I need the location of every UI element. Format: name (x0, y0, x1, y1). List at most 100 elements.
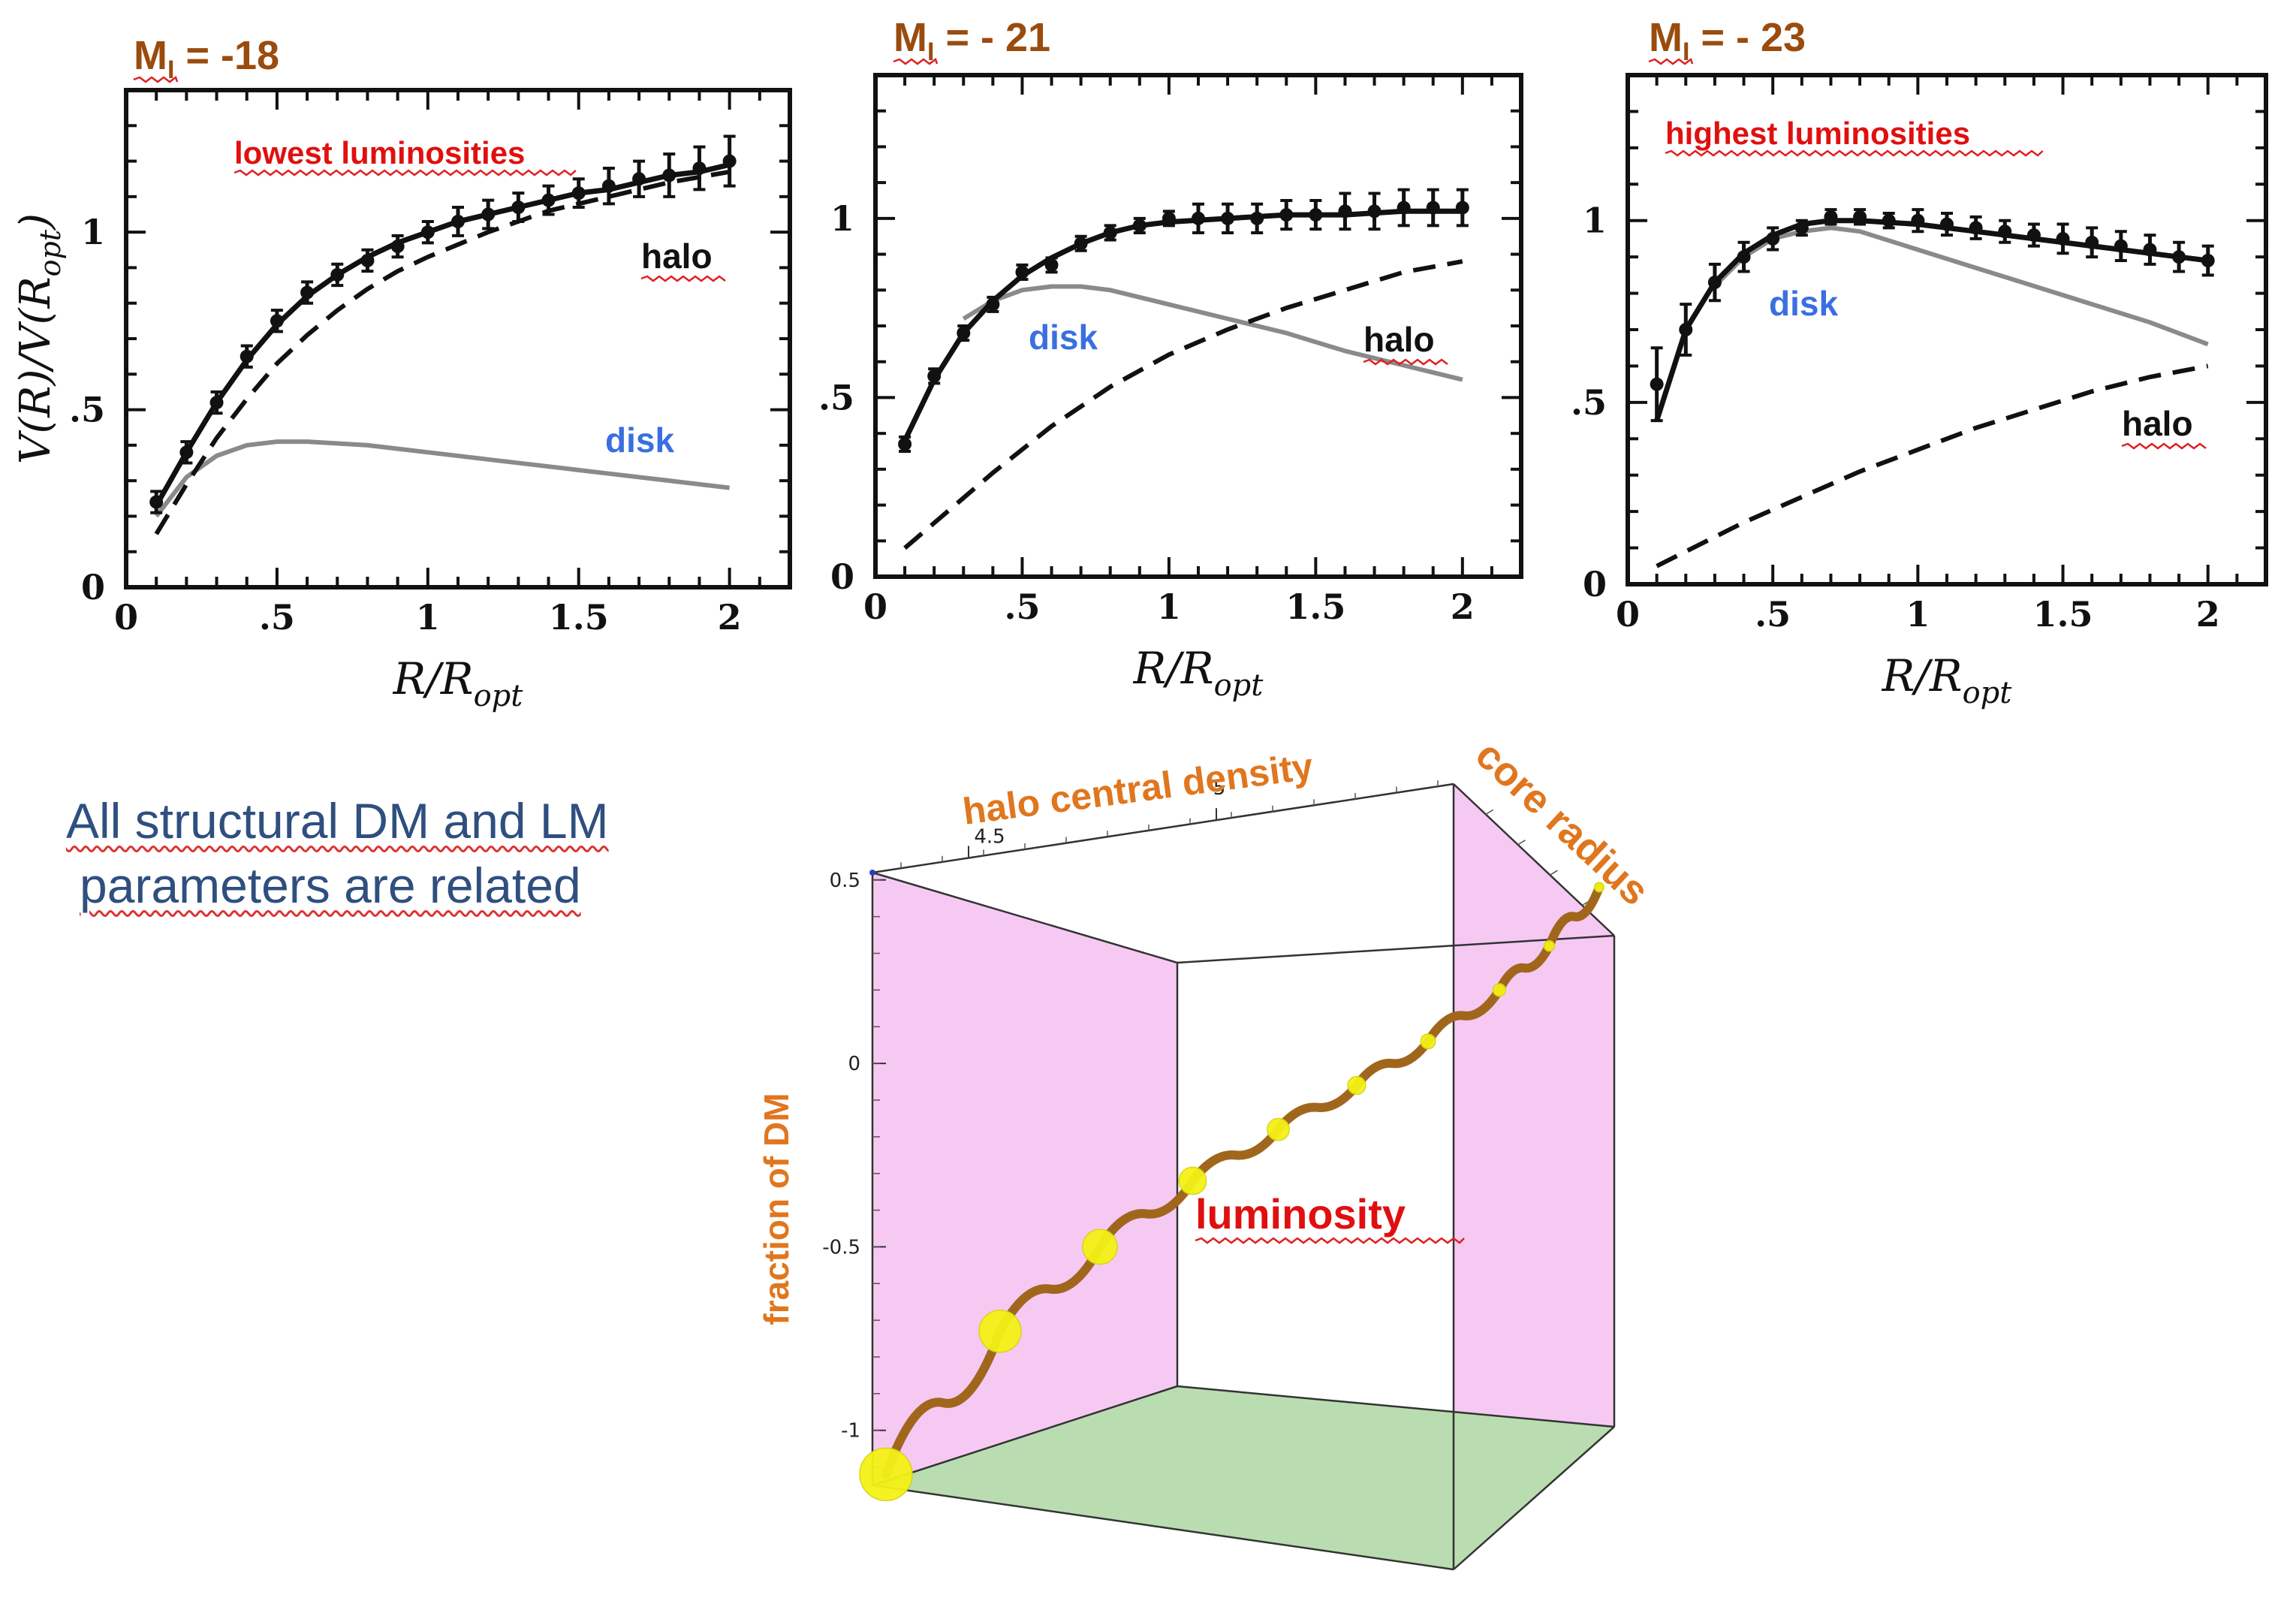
data-point (986, 297, 1000, 312)
back-left-wall (872, 873, 1177, 1485)
data-point (1707, 276, 1722, 290)
relation-note: All structural DM and LM parameters are … (66, 788, 742, 918)
data-point (1338, 204, 1352, 219)
luminosity-marker (1420, 1033, 1436, 1050)
data-point (481, 207, 496, 222)
data-point (1737, 250, 1751, 264)
x-tick-label: 2 (718, 597, 742, 638)
data-point (209, 396, 224, 410)
data-point (1998, 225, 2012, 239)
data-point (541, 193, 556, 207)
luminosity-label: luminosity (1195, 1190, 1406, 1238)
data-point (1455, 201, 1469, 215)
spell-underline (1665, 149, 2044, 157)
x-tick-label: 4.5 (974, 825, 1005, 848)
data-point (662, 168, 676, 182)
x-tick-label: 5 (1213, 777, 1226, 800)
data-point (2056, 231, 2070, 246)
data-point (1882, 213, 1896, 228)
x-tick-label: 0 (114, 597, 138, 638)
data-point (1103, 225, 1117, 240)
luminosity-marker (1543, 939, 1556, 952)
spell-underline (133, 75, 179, 83)
rotation-curve-panel-2: 0 .5 1 1.5 2 0 .5 1 R/Ropt MI = - 21 halo disk (818, 15, 1523, 703)
y-minor-tick (1517, 840, 1526, 846)
disk-label: disk (605, 421, 674, 460)
x-tick-label: 1 (1157, 586, 1181, 627)
x-tick-label: 0 (1616, 594, 1640, 635)
data-point (2114, 239, 2128, 253)
x-tick-label: 1.5 (549, 597, 609, 638)
x-tick-label: 1 (1906, 594, 1930, 635)
box-edge (1177, 1385, 1615, 1428)
panel-title: MI = - 23 (1649, 15, 1806, 66)
total-curve (1654, 218, 2209, 422)
data-point (1824, 210, 1838, 224)
data-point (240, 349, 254, 363)
halo-curve (154, 169, 731, 535)
y-tick-label: 0 (81, 567, 105, 608)
spell-underline (2121, 442, 2207, 450)
panel-title: MI = -18 (134, 33, 279, 84)
spell-underline (1363, 358, 1448, 366)
spell-underline (640, 275, 726, 282)
data-point (1015, 265, 1029, 279)
box-edge (872, 1385, 1178, 1487)
x-tick-label: 2 (2196, 594, 2220, 635)
spell-underline (1648, 57, 1694, 65)
disk-curve (962, 284, 1463, 382)
luminosity-marker (1347, 1075, 1366, 1096)
data-point (1911, 213, 1925, 228)
data-point (270, 314, 284, 328)
spell-underline (893, 57, 939, 65)
data-point (2172, 250, 2186, 264)
data-point (898, 437, 912, 451)
box-edge (872, 1484, 1454, 1571)
y-minor-tick (1485, 809, 1494, 816)
halo-label: halo (641, 237, 713, 276)
x-axis-label: R/Ropt (393, 653, 524, 713)
data-point (149, 495, 164, 509)
data-point (1367, 204, 1382, 219)
x-tick-label: 1 (416, 597, 440, 638)
data-point (2026, 228, 2041, 243)
luminosity-marker (1492, 983, 1507, 997)
data-point (1192, 211, 1205, 225)
luminosity-marker (978, 1310, 1022, 1353)
y-tick-label: .5 (818, 377, 854, 418)
data-point (390, 240, 405, 254)
luminosity-marker (1178, 1166, 1207, 1195)
spell-underline (1195, 1237, 1465, 1244)
luminosity-marker (1082, 1229, 1118, 1265)
data-point (1221, 211, 1235, 225)
data-point (1766, 231, 1780, 246)
disk-label: disk (1769, 284, 1838, 323)
data-point (571, 186, 586, 201)
z-tick-label: -0.5 (822, 1236, 860, 1259)
z-tick-label: -1 (841, 1420, 860, 1443)
x-tick-label: 2 (1451, 586, 1475, 627)
data-point (1650, 377, 1664, 391)
y-tick-label: 1 (1583, 201, 1607, 241)
data-point (601, 179, 616, 193)
data-point (1162, 211, 1176, 225)
relation-note-line-1: All structural DM and LM (66, 793, 609, 849)
rotation-curve-panel-1: 0 .5 1 1.5 2 0 .5 1 R/Ropt V(R)/V(Ropt) MI = -18 lo… (11, 33, 792, 713)
luminosity-marker (859, 1447, 913, 1502)
data-point (1279, 208, 1294, 222)
data-point (2201, 253, 2215, 267)
panel-title: MI = - 21 (893, 15, 1050, 66)
data-point (1074, 237, 1088, 251)
relation-note-line-2: parameters are related (80, 858, 581, 913)
data-point (1426, 201, 1440, 215)
x-tick-label: .5 (259, 597, 295, 638)
z-tick-label: 0 (848, 1053, 860, 1075)
x-tick-label: 1.5 (2033, 594, 2093, 635)
z-tick-label: 0.5 (830, 870, 860, 892)
y-axis-label: V(R)/V(Ropt) (11, 213, 67, 464)
x-tick-label: 0 (863, 586, 887, 627)
data-point (1679, 323, 1693, 336)
data-point (1940, 217, 1954, 231)
x-tick-label: 1.5 (1285, 586, 1345, 627)
